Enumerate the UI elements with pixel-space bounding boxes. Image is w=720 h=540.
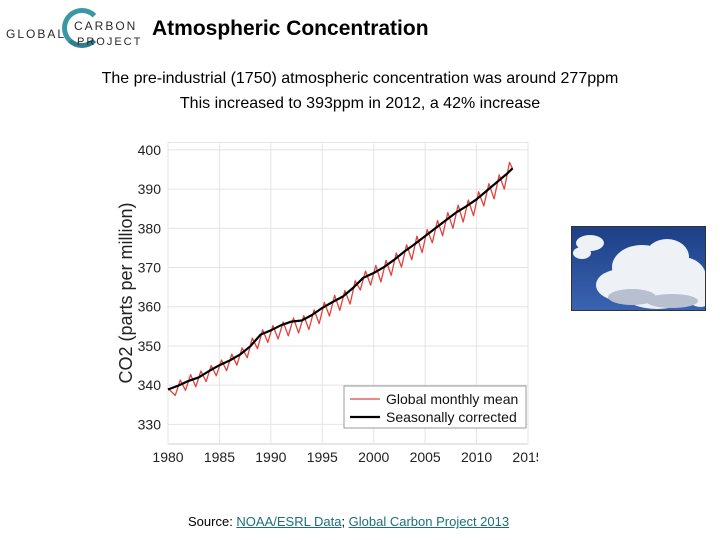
source-note: Source: NOAA/ESRL Data; Global Carbon Pr… xyxy=(188,514,509,529)
x-tick-label-2010: 2010 xyxy=(461,449,492,464)
subtitle-preindustrial: The pre-industrial (1750) atmospheric co… xyxy=(101,70,619,87)
x-tick-label-1995: 1995 xyxy=(307,449,338,464)
y-tick-label-400: 400 xyxy=(138,142,162,158)
series-line-0 xyxy=(167,161,514,397)
y-tick-label-340: 340 xyxy=(138,377,162,393)
global-carbon-project-logo: GLOBAL CARBON PROJECT xyxy=(6,4,144,58)
global-carbon-project-link[interactable]: Global Carbon Project 2013 xyxy=(348,514,510,529)
x-tick-label-2015: 2015 xyxy=(512,449,538,464)
source-prefix: Source: xyxy=(188,514,237,529)
x-tick-label-2005: 2005 xyxy=(410,449,441,464)
y-tick-label-360: 360 xyxy=(138,299,162,315)
x-tick-label-1980: 1980 xyxy=(152,449,183,464)
x-tick-label-1985: 1985 xyxy=(204,449,235,464)
source-separator: ; xyxy=(341,514,349,529)
slide-title: Atmospheric Concentration xyxy=(152,17,429,40)
legend-box xyxy=(343,385,527,429)
noaa-esrl-data-link[interactable]: NOAA/ESRL Data xyxy=(236,514,342,529)
y-tick-label-350: 350 xyxy=(138,338,162,354)
logo-word-global: GLOBAL xyxy=(6,27,67,41)
x-tick-label-2000: 2000 xyxy=(358,449,389,464)
logo-word-project: PROJECT xyxy=(77,36,143,48)
legend-label-1: Seasonally corrected xyxy=(386,409,517,425)
logo-ring-icon xyxy=(62,8,102,48)
y-tick-label-330: 330 xyxy=(138,416,162,432)
legend-label-0: Global monthly mean xyxy=(386,391,518,407)
logo-word-carbon: CARBON xyxy=(74,19,138,33)
co2-line-chart: 330 340 350 360 370 380 390 400 1980 1985 1990 1995… xyxy=(116,142,538,464)
y-axis-label: CO2 (parts per million) xyxy=(116,202,136,383)
series-line-1 xyxy=(167,167,514,391)
subtitle-increase: This increased to 393ppm in 2012, a 42% … xyxy=(179,95,541,112)
y-tick-label-370: 370 xyxy=(138,260,162,276)
y-tick-label-380: 380 xyxy=(138,220,162,236)
y-tick-label-390: 390 xyxy=(138,181,162,197)
x-tick-label-1990: 1990 xyxy=(255,449,286,464)
clouds-photo xyxy=(571,226,706,311)
